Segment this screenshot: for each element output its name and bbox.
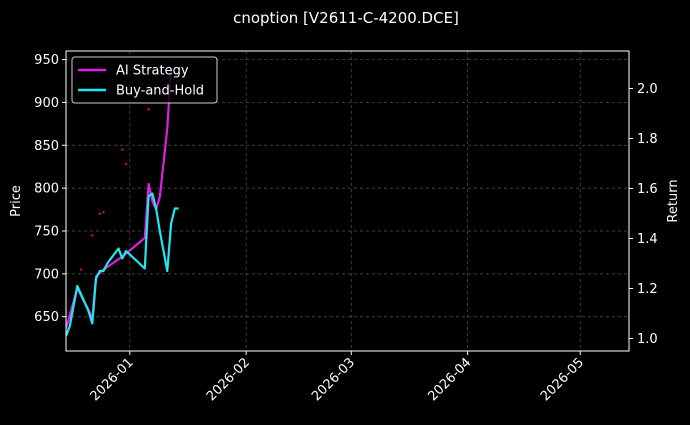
y-left-tick-label: 850 (34, 139, 59, 154)
scatter-point (98, 212, 101, 216)
series-line-buy-and-hold (66, 192, 179, 337)
y-left-tick-label: 700 (34, 267, 59, 282)
scatter-point (102, 210, 105, 214)
y-left-tick-label: 800 (34, 182, 59, 197)
scatter-point (147, 108, 150, 111)
y-right-tick-label: 1.8 (637, 132, 658, 147)
scatter-point (79, 268, 83, 271)
series-layer (66, 68, 179, 337)
legend-label: AI Strategy (116, 64, 189, 79)
legend: AI Strategy Buy-and-Hold (71, 56, 218, 104)
plot-frame (65, 50, 630, 352)
y-right-tick-label: 1.2 (637, 282, 658, 297)
y-axis-right-label: Return (666, 179, 681, 222)
chart-title: cnoption [V2611-C-4200.DCE] (233, 9, 459, 27)
legend-label: Buy-and-Hold (116, 84, 204, 99)
y-left-tick-label: 950 (34, 53, 59, 68)
y-left-tick-label: 900 (34, 96, 59, 111)
scatter-point (121, 148, 124, 151)
y-right-tick-label: 1.6 (637, 182, 658, 197)
scatter-layer (79, 108, 150, 271)
y-right-tick-label: 1.0 (637, 332, 658, 347)
scatter-point (91, 234, 94, 237)
y-right-tick-label: 2.0 (637, 82, 658, 97)
y-axis-left: 650 700 750 800 850 900 950 (34, 53, 66, 325)
y-left-tick-label: 650 (34, 310, 59, 325)
y-right-tick-label: 1.4 (637, 232, 658, 247)
y-left-tick-label: 750 (34, 225, 59, 240)
y-axis-left-label: Price (9, 185, 24, 217)
scatter-point (124, 162, 128, 166)
y-axis-right: 1.0 1.2 1.4 1.6 1.8 2.0 (629, 82, 658, 347)
legend-box (71, 56, 218, 104)
